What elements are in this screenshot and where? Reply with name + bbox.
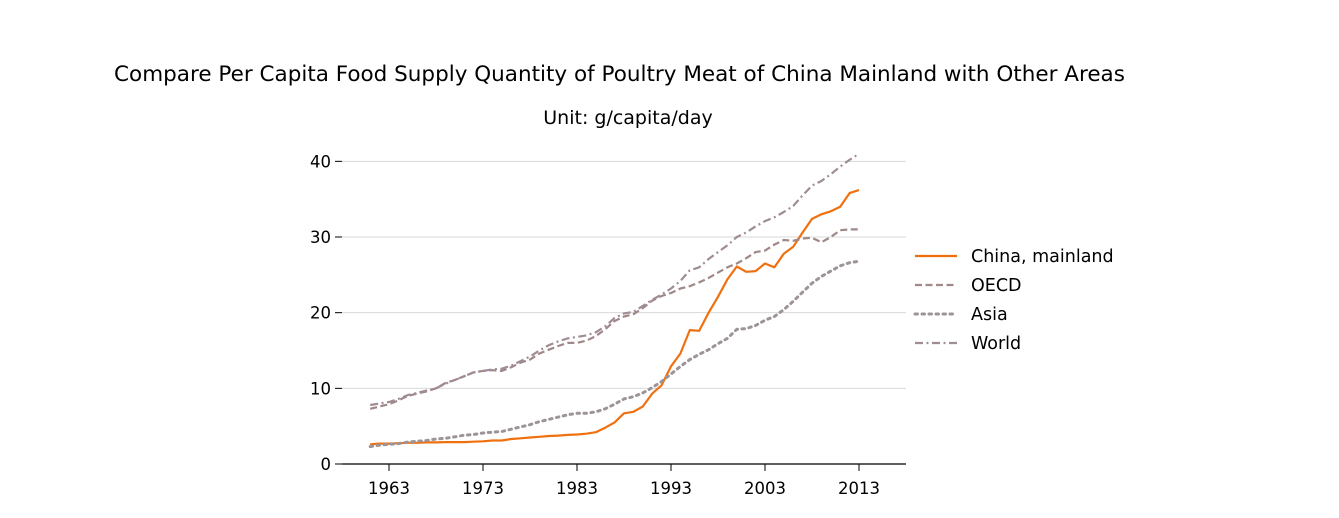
x-tick-label: 2003: [744, 479, 786, 498]
y-tick-label: 30: [310, 228, 331, 247]
chart-subtitle: Unit: g/capita/day: [543, 107, 713, 129]
legend-label: China, mainland: [971, 247, 1114, 267]
y-tick-label: 40: [310, 152, 331, 171]
legend-label: OECD: [971, 276, 1022, 296]
chart-title: Compare Per Capita Food Supply Quantity …: [114, 62, 1125, 87]
x-tick-label: 1973: [462, 479, 504, 498]
legend-label: Asia: [971, 305, 1008, 325]
y-tick-label: 0: [321, 455, 332, 474]
axes: 0 10 20 30 40 1963 1973 1983 1993 2003 2013: [310, 152, 906, 498]
x-tick-label: 1983: [556, 479, 598, 498]
series-lines: [368, 152, 861, 449]
legend-label: World: [971, 334, 1021, 354]
x-tick-label: 1963: [368, 479, 410, 498]
series-line-2: [368, 259, 861, 449]
x-tick-label: 1993: [650, 479, 692, 498]
y-tick-label: 10: [310, 379, 331, 398]
series-line-3: [370, 152, 860, 407]
series-line-0: [370, 189, 860, 446]
legend: China, mainland OECD Asia World: [913, 247, 1114, 354]
y-tick-label: 20: [310, 304, 331, 323]
x-tick-label: 2013: [838, 479, 880, 498]
